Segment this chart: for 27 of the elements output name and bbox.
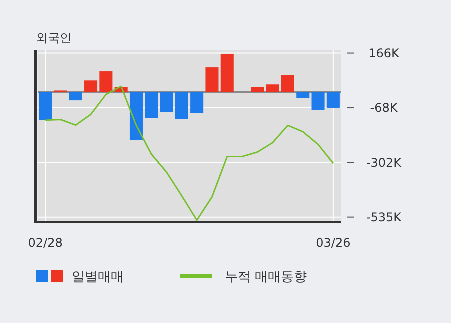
bar (100, 72, 113, 92)
bar (145, 92, 158, 118)
chart-title: 외국인 (36, 31, 72, 45)
x-tick-label: 03/26 (316, 236, 351, 250)
y-tick-label: -68K (370, 101, 399, 116)
bar (220, 54, 234, 92)
bar (296, 92, 310, 98)
bar (312, 92, 325, 110)
x-tick-label: 02/28 (28, 236, 63, 250)
y-tick-label: -535K (366, 210, 403, 224)
bar (190, 92, 204, 114)
line-series (44, 86, 334, 222)
legend-label: 누적 매매동향 (225, 270, 308, 285)
bar (266, 84, 280, 92)
y-tick-label: 166K (368, 46, 401, 60)
bar (84, 80, 98, 92)
bar (130, 92, 143, 140)
bar (251, 87, 264, 92)
bar (281, 76, 294, 92)
bar (160, 92, 174, 112)
legend-label: 일별매매 (72, 270, 124, 285)
bar (69, 92, 82, 101)
bar (175, 92, 188, 120)
y-tick-label: -302K (366, 156, 403, 170)
bar (206, 68, 219, 92)
bar (326, 92, 340, 109)
bar (39, 92, 52, 120)
